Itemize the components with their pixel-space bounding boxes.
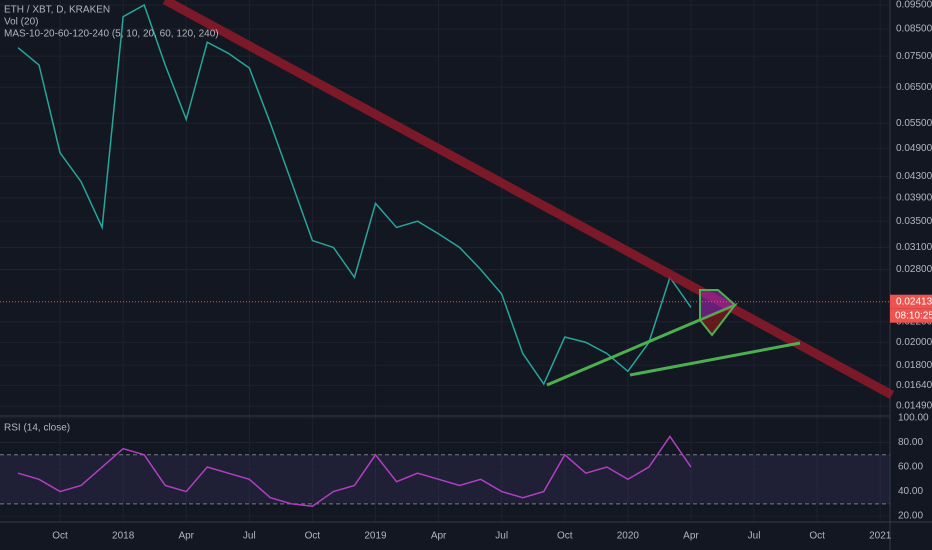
- x-tick-label: 2018: [112, 531, 135, 542]
- y-tick-label: 20.00: [898, 511, 923, 522]
- price-line: [17, 435, 692, 508]
- indicator-legend: Vol (20): [4, 17, 38, 28]
- y-tick-label: 60.00: [898, 462, 923, 473]
- x-tick-label: 2020: [617, 531, 640, 542]
- y-tick-label: 0.07500: [896, 51, 932, 62]
- y-tick-label: 0.02800: [896, 264, 932, 275]
- x-tick-label: Oct: [809, 531, 825, 542]
- y-tick-label: 0.06500: [896, 82, 932, 93]
- y-tick-label: 0.03500: [896, 216, 932, 227]
- x-tick-label: Apr: [431, 531, 447, 542]
- resistance-trendline: [162, 0, 895, 399]
- y-tick-label: 0.03100: [896, 242, 932, 253]
- drawings: [162, 0, 895, 399]
- y-tick-label: 0.01800: [896, 360, 932, 371]
- y-tick-label: 0.02000: [896, 337, 932, 348]
- x-tick-label: 2019: [364, 531, 387, 542]
- rsi-band: [0, 454, 890, 504]
- chart-legend: ETH / XBT, D, KRAKEN: [4, 5, 110, 16]
- indicator-legend: MAS-10-20-60-120-240 (5, 10, 20, 60, 120…: [4, 29, 219, 40]
- last-price-box: [890, 294, 932, 309]
- y-tick-label: 0.05500: [896, 118, 932, 129]
- countdown-box: [890, 308, 932, 323]
- x-tick-label: Jul: [495, 531, 508, 542]
- y-tick-label: 0.08500: [896, 24, 932, 35]
- y-tick-label: 0.09500: [896, 0, 932, 11]
- countdown-label: 08:10:25: [895, 310, 932, 321]
- last-price-label: 0.02413: [896, 296, 932, 307]
- y-tick-label: 80.00: [898, 437, 923, 448]
- x-tick-label: Jul: [748, 531, 761, 542]
- x-tick-label: Apr: [178, 531, 194, 542]
- y-tick-label: 0.04300: [896, 171, 932, 182]
- x-tick-label: Jul: [243, 531, 256, 542]
- y-tick-label: 40.00: [898, 486, 923, 497]
- triangle-drawing: [698, 302, 739, 337]
- y-tick-label: 100.00: [898, 413, 929, 424]
- y-tick-label: 0.03900: [896, 192, 932, 203]
- price-line: [17, 3, 692, 386]
- y-tick-label: 0.04900: [896, 143, 932, 154]
- x-tick-label: Apr: [683, 531, 699, 542]
- x-tick-label: Oct: [52, 531, 68, 542]
- x-tick-label: Oct: [305, 531, 321, 542]
- x-tick-label: 2021: [869, 531, 892, 542]
- support-trendline: [629, 341, 801, 377]
- y-tick-label: 0.01490: [896, 401, 932, 412]
- grid: [0, 0, 890, 522]
- plot: [17, 3, 692, 508]
- x-tick-label: Oct: [557, 531, 573, 542]
- y-tick-label: 0.01640: [896, 380, 932, 391]
- rsi-legend: RSI (14, close): [4, 423, 70, 434]
